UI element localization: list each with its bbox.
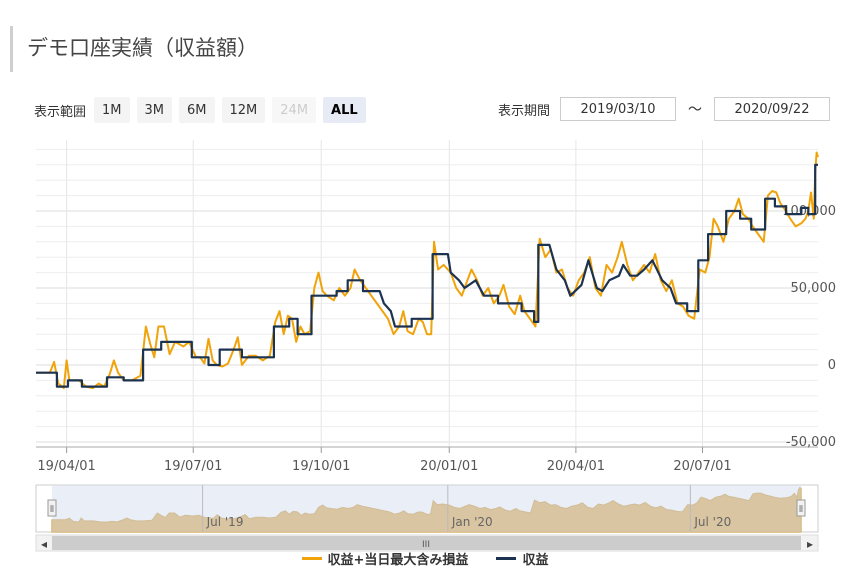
navigator-label: Jul '19 bbox=[206, 515, 244, 529]
title-bar: デモ口座実績（収益額） bbox=[10, 26, 258, 72]
page-title: デモ口座実績（収益額） bbox=[27, 36, 258, 60]
range-button-all[interactable]: ALL bbox=[323, 97, 366, 123]
period-label: 表示期間 bbox=[497, 103, 550, 119]
scroll-right-arrow-icon: ▸ bbox=[807, 537, 813, 551]
scrollbar-thumb bbox=[52, 536, 801, 550]
range-selector-label: 表示範囲 bbox=[34, 104, 87, 120]
navigator-label: Jan '20 bbox=[451, 515, 493, 529]
chart-legend: 収益+当日最大含み損益 収益 bbox=[0, 549, 850, 568]
y-tick-label: -50,000 bbox=[786, 435, 836, 450]
x-tick-label: 20/01/01 bbox=[420, 459, 478, 474]
series-line-max_loss bbox=[36, 151, 819, 390]
legend-swatch-max-loss bbox=[301, 557, 322, 560]
navigator-handle-grip: ⦀ bbox=[50, 505, 54, 515]
x-tick-label: 20/07/01 bbox=[673, 459, 731, 474]
chart-axes: 19/04/01 19/07/01 19/10/01 20/01/01 20/04/01… bbox=[36, 204, 836, 474]
series-line-profit bbox=[36, 163, 818, 388]
chart-grid bbox=[36, 140, 818, 447]
period-to-input[interactable] bbox=[714, 97, 830, 121]
range-button-1m[interactable]: 1M bbox=[94, 97, 130, 123]
period-separator: ～ bbox=[688, 102, 702, 118]
navigator-handle-grip: ⦀ bbox=[799, 505, 803, 515]
y-tick-label: 50,000 bbox=[791, 281, 837, 296]
navigator-scrollbar[interactable]: III ◂ ▸ bbox=[35, 534, 819, 552]
y-tick-label: 0 bbox=[828, 358, 836, 373]
period-from-input[interactable] bbox=[560, 97, 676, 121]
range-selector: 表示範囲 1M 3M 6M 12M 24M ALL bbox=[34, 97, 373, 123]
range-button-3m[interactable]: 3M bbox=[136, 97, 173, 123]
range-button-24m: 24M bbox=[272, 97, 317, 123]
navigator-handle-body bbox=[796, 499, 806, 517]
x-tick-label: 20/04/01 bbox=[547, 459, 605, 474]
navigator[interactable]: Jul '19 Jan '20 Jul '20 ⦀ ⦀ III ◂ ▸ bbox=[35, 484, 819, 552]
x-tick-label: 19/07/01 bbox=[164, 459, 222, 474]
navigator-handle-body bbox=[47, 499, 57, 517]
navigator-handle-right[interactable]: ⦀ bbox=[796, 499, 806, 517]
legend-item-profit[interactable]: 収益 bbox=[496, 549, 548, 568]
period-selector: 表示期間 ～ bbox=[498, 97, 830, 121]
navigator-selection bbox=[52, 485, 801, 532]
range-button-6m[interactable]: 6M bbox=[179, 97, 215, 123]
legend-item-max-loss[interactable]: 収益+当日最大含み損益 bbox=[301, 549, 469, 568]
x-tick-label: 19/10/01 bbox=[292, 459, 350, 474]
navigator-handle-left[interactable]: ⦀ bbox=[47, 499, 57, 517]
legend-label-profit: 収益 bbox=[522, 553, 549, 568]
legend-label-max-loss: 収益+当日最大含み損益 bbox=[327, 553, 469, 568]
x-tick-label: 19/04/01 bbox=[37, 459, 95, 474]
scroll-left-arrow-icon: ◂ bbox=[41, 537, 47, 551]
scrollbar-grip: III bbox=[422, 540, 430, 550]
navigator-label: Jul '20 bbox=[693, 515, 731, 529]
range-button-12m[interactable]: 12M bbox=[221, 97, 266, 123]
chart-series bbox=[36, 151, 819, 390]
legend-swatch-profit bbox=[496, 557, 517, 560]
